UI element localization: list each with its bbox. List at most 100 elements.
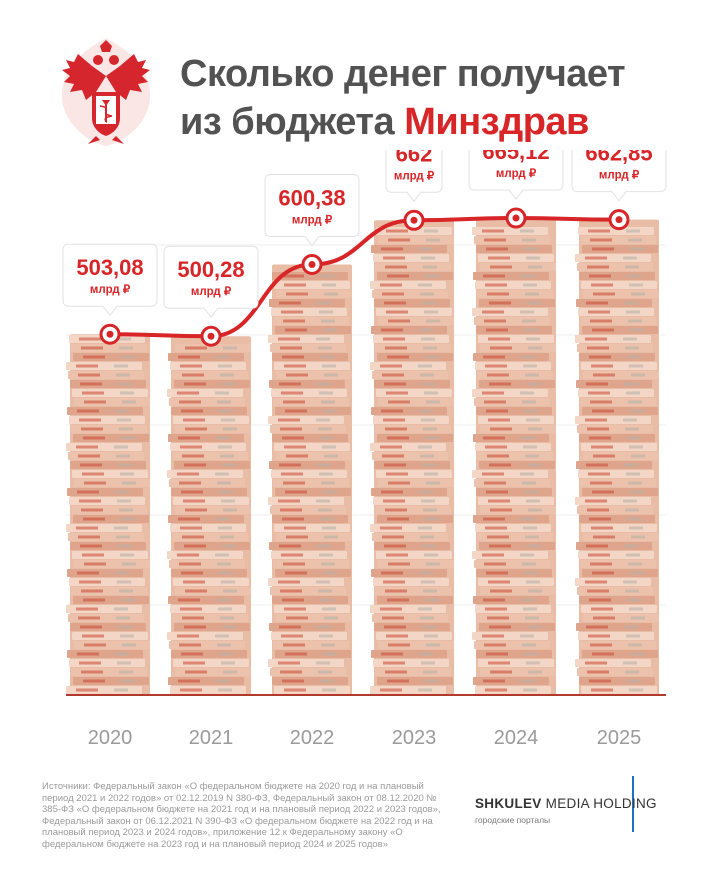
banknote-mark (591, 445, 613, 449)
money-stack-bar (370, 220, 454, 695)
banknote-layer (475, 524, 551, 532)
banknote-layer (170, 686, 246, 694)
banknote-layer (578, 389, 654, 397)
banknote-mark (420, 292, 434, 296)
banknote-mark (285, 571, 307, 575)
banknote-layer (476, 245, 552, 253)
banknote-layer (172, 614, 248, 622)
banknote-layer (378, 560, 454, 568)
banknote-mark (420, 616, 434, 620)
banknote-mark (490, 670, 512, 674)
banknote-mark (523, 283, 537, 287)
banknote-layer (378, 317, 454, 325)
banknote-mark (221, 418, 235, 422)
banknote-mark (485, 607, 507, 611)
banknote-mark (79, 499, 101, 503)
banknote-layer (476, 407, 552, 415)
banknote-mark (489, 382, 511, 386)
banknote-mark (591, 607, 613, 611)
banknote-mark (282, 436, 304, 440)
banknote-layer (576, 461, 652, 469)
banknote-layer (475, 605, 551, 613)
banknote-mark (527, 301, 541, 305)
brand-rest: MEDIA HOLDING (545, 796, 657, 811)
data-label: 600,38 млрд ₽ (264, 173, 360, 247)
banknote-mark (119, 346, 133, 350)
banknote-layer (269, 542, 345, 550)
banknote-mark (322, 607, 336, 611)
banknote-mark (490, 346, 512, 350)
banknote-layer (273, 479, 349, 487)
page-title: Сколько денег получает из бюджета Минздр… (180, 50, 626, 146)
banknote-mark (318, 589, 332, 593)
banknote-layer (582, 569, 658, 577)
banknote-mark (119, 670, 133, 674)
brand-divider (632, 776, 634, 832)
banknote-mark (488, 256, 510, 260)
banknote-layer (175, 668, 251, 676)
banknote-mark (593, 373, 615, 377)
banknote-mark (180, 688, 202, 692)
banknote-mark (83, 517, 105, 521)
title-line-2: из бюджета Минздрав (180, 98, 625, 146)
banknote-mark (381, 409, 403, 413)
banknote-mark (221, 499, 235, 503)
banknote-layer (376, 470, 452, 478)
banknote-layer (67, 488, 143, 496)
banknote-layer (372, 290, 448, 298)
banknote-mark (324, 292, 338, 296)
banknote-layer (175, 506, 251, 514)
banknote-mark (383, 256, 405, 260)
banknote-mark (424, 634, 438, 638)
banknote-mark (589, 679, 611, 683)
banknote-layer (472, 227, 548, 235)
banknote-mark (387, 598, 409, 602)
banknote-mark (323, 652, 337, 656)
banknote-mark (625, 508, 639, 512)
banknote-layer (377, 272, 453, 280)
banknote-mark (485, 283, 507, 287)
banknote-layer (71, 344, 147, 352)
banknote-mark (590, 319, 612, 323)
banknote-layer (168, 677, 244, 685)
banknote-mark (177, 553, 199, 557)
banknote-mark (520, 229, 534, 233)
banknote-mark (625, 589, 639, 593)
brand-subtitle: городские порталы (475, 815, 551, 825)
banknote-mark (76, 364, 98, 368)
banknote-mark (623, 256, 637, 260)
banknote-layer (370, 362, 446, 370)
banknote-layer (69, 497, 145, 505)
banknote-layer (476, 488, 552, 496)
banknote-layer (170, 362, 246, 370)
banknote-layer (269, 461, 345, 469)
banknote-mark (418, 526, 432, 530)
banknote-mark (116, 454, 130, 458)
banknote-layer (74, 398, 150, 406)
banknote-layer (479, 542, 555, 550)
banknote-mark (320, 679, 334, 683)
banknote-mark (483, 679, 505, 683)
banknote-mark (488, 337, 510, 341)
banknote-mark (83, 679, 105, 683)
banknote-layer (377, 596, 453, 604)
banknote-mark (180, 526, 202, 530)
banknote-layer (168, 596, 244, 604)
banknote-mark (522, 400, 536, 404)
banknote-layer (276, 371, 352, 379)
banknote-mark (426, 643, 440, 647)
banknote-mark (386, 553, 408, 557)
banknote-mark (323, 571, 337, 575)
banknote-mark (215, 553, 229, 557)
banknote-mark (120, 472, 134, 476)
banknote-layer (577, 263, 653, 271)
banknote-mark (221, 580, 235, 584)
banknote-mark (183, 661, 205, 665)
banknote-mark (280, 427, 302, 431)
banknote-mark (487, 373, 509, 377)
banknote-mark (624, 382, 638, 386)
sources-note: Источники: Федеральный закон «О федераль… (42, 781, 441, 850)
banknote-mark (526, 256, 540, 260)
banknote-mark (520, 472, 534, 476)
banknote-mark (627, 436, 641, 440)
